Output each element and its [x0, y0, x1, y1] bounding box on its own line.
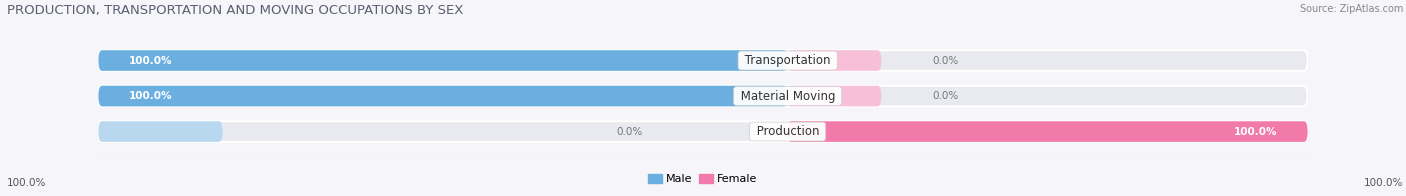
FancyBboxPatch shape — [98, 86, 787, 106]
Text: 100.0%: 100.0% — [1234, 127, 1278, 137]
Text: 0.0%: 0.0% — [616, 127, 643, 137]
FancyBboxPatch shape — [98, 121, 1308, 142]
Text: 100.0%: 100.0% — [129, 91, 172, 101]
Legend: Male, Female: Male, Female — [644, 169, 762, 189]
Text: Material Moving: Material Moving — [737, 90, 839, 103]
FancyBboxPatch shape — [787, 86, 882, 106]
FancyBboxPatch shape — [98, 50, 787, 71]
Text: 0.0%: 0.0% — [932, 91, 959, 101]
Text: 100.0%: 100.0% — [1364, 178, 1403, 188]
Text: PRODUCTION, TRANSPORTATION AND MOVING OCCUPATIONS BY SEX: PRODUCTION, TRANSPORTATION AND MOVING OC… — [7, 4, 464, 17]
Text: 100.0%: 100.0% — [129, 55, 172, 65]
Text: 100.0%: 100.0% — [7, 178, 46, 188]
Text: 0.0%: 0.0% — [932, 55, 959, 65]
Text: Source: ZipAtlas.com: Source: ZipAtlas.com — [1299, 4, 1403, 14]
FancyBboxPatch shape — [787, 50, 882, 71]
FancyBboxPatch shape — [98, 86, 1308, 106]
Text: Transportation: Transportation — [741, 54, 834, 67]
Text: Production: Production — [752, 125, 823, 138]
FancyBboxPatch shape — [98, 50, 1308, 71]
FancyBboxPatch shape — [787, 121, 1308, 142]
FancyBboxPatch shape — [98, 121, 222, 142]
